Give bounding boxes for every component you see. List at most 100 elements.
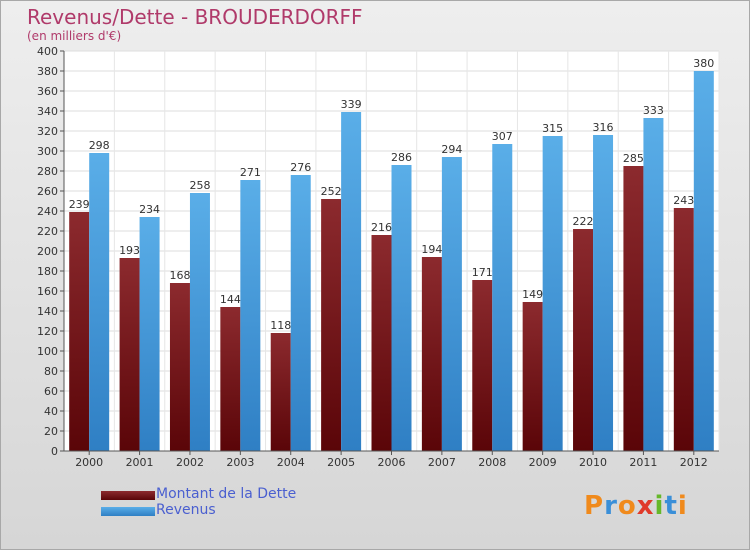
data-label-dette: 171 bbox=[472, 266, 493, 279]
bar-revenus bbox=[391, 165, 412, 451]
proxiti-logo: Proxiti bbox=[584, 491, 688, 521]
y-tick-label: 360 bbox=[37, 85, 58, 98]
data-label-revenus: 315 bbox=[542, 122, 563, 135]
logo-letter: t bbox=[664, 491, 678, 521]
data-label-revenus: 380 bbox=[693, 57, 714, 70]
y-tick-label: 380 bbox=[37, 65, 58, 78]
x-tick-label: 2009 bbox=[529, 456, 557, 469]
y-tick-label: 80 bbox=[44, 365, 58, 378]
bar-dette bbox=[623, 166, 644, 451]
y-tick-label: 180 bbox=[37, 265, 58, 278]
bar-dette bbox=[573, 229, 594, 451]
data-label-dette: 252 bbox=[321, 185, 342, 198]
data-label-dette: 144 bbox=[220, 293, 241, 306]
data-label-revenus: 234 bbox=[139, 203, 160, 216]
data-label-dette: 118 bbox=[270, 319, 291, 332]
data-label-revenus: 276 bbox=[290, 161, 311, 174]
y-tick-label: 260 bbox=[37, 185, 58, 198]
bar-revenus bbox=[492, 144, 513, 451]
bar-dette bbox=[119, 258, 140, 451]
logo-letter: i bbox=[677, 491, 688, 521]
y-tick-label: 220 bbox=[37, 225, 58, 238]
y-tick-label: 140 bbox=[37, 305, 58, 318]
logo-letter: o bbox=[617, 491, 637, 521]
x-tick-label: 2002 bbox=[176, 456, 204, 469]
x-tick-label: 2005 bbox=[327, 456, 355, 469]
y-tick-label: 320 bbox=[37, 125, 58, 138]
bar-revenus bbox=[89, 153, 110, 451]
data-label-dette: 149 bbox=[522, 288, 543, 301]
data-label-dette: 168 bbox=[169, 269, 190, 282]
y-tick-label: 400 bbox=[37, 45, 58, 58]
x-tick-label: 2003 bbox=[226, 456, 254, 469]
chart-title: Revenus/Dette - BROUDERDORFF bbox=[27, 5, 363, 29]
bar-revenus bbox=[189, 193, 210, 451]
data-label-revenus: 258 bbox=[189, 179, 210, 192]
bar-dette bbox=[169, 283, 190, 451]
data-label-dette: 216 bbox=[371, 221, 392, 234]
legend-swatch-dette bbox=[101, 491, 155, 500]
data-label-dette: 239 bbox=[69, 198, 90, 211]
bar-dette bbox=[69, 212, 90, 451]
data-label-revenus: 307 bbox=[492, 130, 513, 143]
x-tick-label: 2001 bbox=[126, 456, 154, 469]
x-tick-label: 2007 bbox=[428, 456, 456, 469]
data-label-dette: 194 bbox=[421, 243, 442, 256]
bar-dette bbox=[673, 208, 694, 451]
bar-revenus bbox=[139, 217, 160, 451]
bar-dette bbox=[321, 199, 342, 451]
data-label-revenus: 298 bbox=[89, 139, 110, 152]
legend-label-dette: Montant de la Dette bbox=[156, 486, 297, 502]
data-label-revenus: 339 bbox=[341, 98, 362, 111]
data-label-dette: 243 bbox=[673, 194, 694, 207]
y-tick-label: 60 bbox=[44, 385, 58, 398]
bar-dette bbox=[472, 280, 493, 451]
bar-revenus bbox=[290, 175, 311, 451]
x-tick-label: 2010 bbox=[579, 456, 607, 469]
bars-layer bbox=[69, 71, 714, 451]
logo-letter: r bbox=[604, 491, 618, 521]
x-tick-label: 2004 bbox=[277, 456, 305, 469]
y-tick-label: 280 bbox=[37, 165, 58, 178]
bar-dette bbox=[270, 333, 291, 451]
data-label-revenus: 316 bbox=[593, 121, 614, 134]
logo-letter: x bbox=[636, 491, 655, 521]
data-label-dette: 285 bbox=[623, 152, 644, 165]
x-tick-label: 2011 bbox=[629, 456, 657, 469]
bar-revenus bbox=[542, 136, 563, 451]
y-tick-label: 0 bbox=[51, 445, 58, 458]
data-label-revenus: 286 bbox=[391, 151, 412, 164]
y-tick-label: 300 bbox=[37, 145, 58, 158]
x-tick-label: 2006 bbox=[378, 456, 406, 469]
axis-layer: 0 20 40 60 80 100 120 140 160 180 200 220 240 260 280 3… bbox=[37, 45, 719, 469]
data-label-revenus: 271 bbox=[240, 166, 261, 179]
legend-label-revenus: Revenus bbox=[156, 502, 216, 518]
bar-revenus bbox=[593, 135, 614, 451]
logo-letter: i bbox=[654, 491, 665, 521]
y-tick-label: 340 bbox=[37, 105, 58, 118]
bar-revenus bbox=[341, 112, 362, 451]
y-tick-label: 20 bbox=[44, 425, 58, 438]
logo-letter: P bbox=[584, 491, 605, 521]
y-tick-label: 40 bbox=[44, 405, 58, 418]
x-tick-label: 2000 bbox=[75, 456, 103, 469]
data-label-dette: 222 bbox=[573, 215, 594, 228]
data-label-dette: 193 bbox=[119, 244, 140, 257]
bar-dette bbox=[522, 302, 543, 451]
bar-revenus bbox=[643, 118, 664, 451]
y-tick-label: 160 bbox=[37, 285, 58, 298]
bar-revenus bbox=[693, 71, 714, 451]
chart-subtitle: (en milliers d'€) bbox=[27, 29, 122, 43]
data-label-revenus: 294 bbox=[441, 143, 462, 156]
labels-layer: 239 298 193 234 168 258 144 271 118 276 252 339 216 2… bbox=[69, 57, 715, 332]
data-label-revenus: 333 bbox=[643, 104, 664, 117]
bar-revenus bbox=[240, 180, 261, 451]
bar-dette bbox=[421, 257, 442, 451]
bar-dette bbox=[371, 235, 392, 451]
bar-revenus bbox=[441, 157, 462, 451]
x-tick-label: 2008 bbox=[478, 456, 506, 469]
y-tick-label: 100 bbox=[37, 345, 58, 358]
y-tick-label: 120 bbox=[37, 325, 58, 338]
